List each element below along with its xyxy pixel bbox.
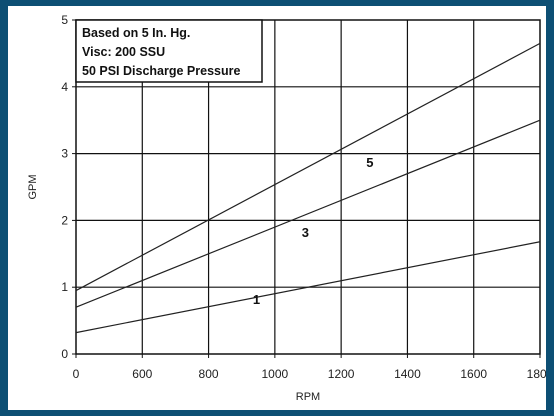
bottom-border [0,410,554,416]
y-tick-4: 4 [61,80,68,94]
series-label-1: 1 [253,292,260,307]
series-line-3 [75,119,541,308]
x-tick-600: 600 [132,367,152,381]
x-tick-0: 0 [73,367,80,381]
x-tick-1200: 1200 [328,367,355,381]
series-lines [75,42,541,334]
y-tick-2: 2 [61,213,68,227]
grid [72,19,541,358]
x-axis-label: RPM [296,391,320,403]
top-border [0,0,554,6]
series-line-1 [75,241,541,334]
y-tick-1: 1 [61,280,68,294]
x-tick-labels: 0 600 800 1000 1200 1400 1600 1800 [73,367,554,381]
x-tick-1400: 1400 [394,367,421,381]
series-line-5 [75,42,541,292]
note-line-1: Based on 5 In. Hg. [82,26,190,40]
x-tick-1600: 1600 [460,367,487,381]
note-line-2: Visc: 200 SSU [82,45,165,59]
y-tick-5: 5 [61,13,68,27]
x-tick-1800: 1800 [527,367,554,381]
series-labels: 1 3 5 [253,155,374,307]
y-tick-3: 3 [61,147,68,161]
note-line-3: 50 PSI Discharge Pressure [82,64,240,78]
series-label-5: 5 [366,155,373,170]
y-tick-0: 0 [61,347,68,361]
x-tick-800: 800 [199,367,219,381]
y-axis-label: GPM [27,174,39,199]
y-tick-labels: 0 1 2 3 4 5 [61,13,68,361]
series-label-3: 3 [302,225,309,240]
note-box [75,19,263,83]
x-tick-1000: 1000 [262,367,289,381]
